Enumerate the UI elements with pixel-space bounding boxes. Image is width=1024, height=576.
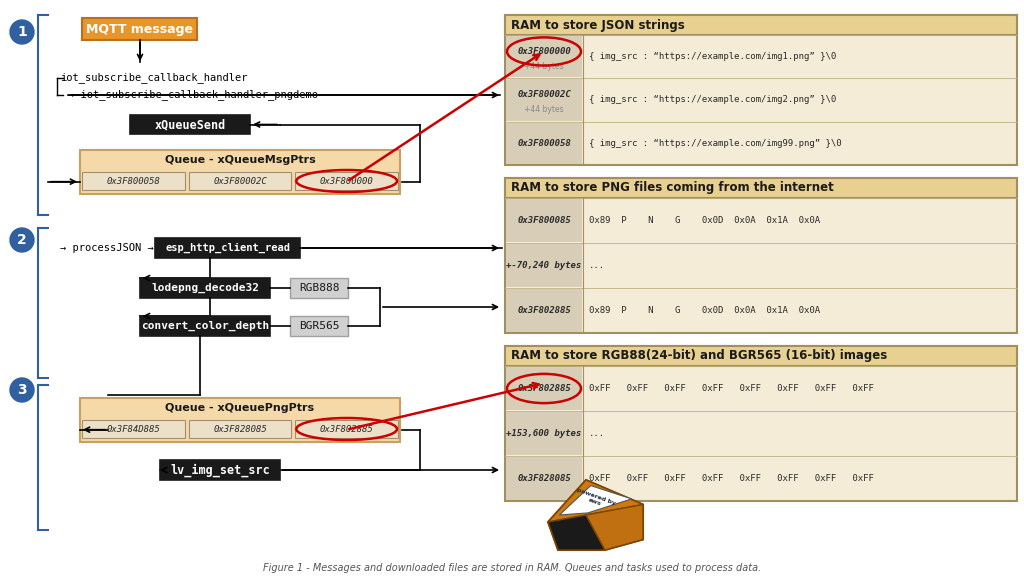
Text: Figure 1 - Messages and downloaded files are stored in RAM. Queues and tasks use: Figure 1 - Messages and downloaded files… <box>263 563 761 573</box>
Text: 0x3F802885: 0x3F802885 <box>319 425 374 434</box>
Text: iot_subscribe_callback_handler: iot_subscribe_callback_handler <box>60 73 248 84</box>
Text: { img_src : “https://example.com/img1.png” }\0: { img_src : “https://example.com/img1.pn… <box>589 52 837 61</box>
Text: 0x89  P    N    G    0x0D  0x0A  0x1A  0x0A: 0x89 P N G 0x0D 0x0A 0x1A 0x0A <box>589 216 820 225</box>
Text: → processJSON →: → processJSON → <box>60 243 154 253</box>
Text: RAM to store JSON strings: RAM to store JSON strings <box>511 18 685 32</box>
Text: 0x3F800058: 0x3F800058 <box>517 139 570 148</box>
FancyBboxPatch shape <box>82 18 197 40</box>
Text: lodepng_decode32: lodepng_decode32 <box>151 283 259 293</box>
Text: esp_http_client_read: esp_http_client_read <box>165 243 290 253</box>
FancyBboxPatch shape <box>290 316 348 336</box>
FancyBboxPatch shape <box>188 420 292 438</box>
FancyBboxPatch shape <box>506 289 582 332</box>
FancyBboxPatch shape <box>82 172 184 190</box>
Text: powered by
aws: powered by aws <box>574 487 616 511</box>
Text: convert_color_depth: convert_color_depth <box>141 321 269 331</box>
Text: RGB888: RGB888 <box>299 283 339 293</box>
Text: { img_src : “https://example.com/img2.png” }\0: { img_src : “https://example.com/img2.pn… <box>589 96 837 104</box>
Text: 0x3F802885: 0x3F802885 <box>517 384 570 393</box>
Polygon shape <box>548 480 643 522</box>
FancyBboxPatch shape <box>505 178 1017 198</box>
FancyBboxPatch shape <box>506 412 582 455</box>
FancyBboxPatch shape <box>506 79 582 120</box>
FancyBboxPatch shape <box>505 346 1017 501</box>
Text: 0x3F828085: 0x3F828085 <box>517 474 570 483</box>
Text: Queue - xQueuePngPtrs: Queue - xQueuePngPtrs <box>166 403 314 413</box>
Text: 0xFF   0xFF   0xFF   0xFF   0xFF   0xFF   0xFF   0xFF: 0xFF 0xFF 0xFF 0xFF 0xFF 0xFF 0xFF 0xFF <box>589 384 873 393</box>
Text: 0x3F80002C: 0x3F80002C <box>517 90 570 99</box>
Text: 0x3F800000: 0x3F800000 <box>319 176 374 185</box>
Text: 0x3F800000: 0x3F800000 <box>517 47 570 56</box>
Polygon shape <box>548 480 643 550</box>
FancyBboxPatch shape <box>505 178 1017 333</box>
Text: xQueueSend: xQueueSend <box>155 118 225 131</box>
FancyBboxPatch shape <box>140 278 270 298</box>
FancyBboxPatch shape <box>506 199 582 242</box>
FancyBboxPatch shape <box>140 316 270 336</box>
Polygon shape <box>548 515 605 550</box>
Text: +44 bytes: +44 bytes <box>524 105 564 114</box>
FancyBboxPatch shape <box>80 398 400 442</box>
Text: { img_src : “https://example.com/img99.png” }\0: { img_src : “https://example.com/img99.p… <box>589 139 842 148</box>
Text: 0x89  P    N    G    0x0D  0x0A  0x1A  0x0A: 0x89 P N G 0x0D 0x0A 0x1A 0x0A <box>589 306 820 315</box>
FancyBboxPatch shape <box>506 457 582 500</box>
Text: 0x3F80002C: 0x3F80002C <box>213 176 267 185</box>
Text: Queue - xQueueMsgPtrs: Queue - xQueueMsgPtrs <box>165 155 315 165</box>
Text: 0x3F800085: 0x3F800085 <box>517 216 570 225</box>
FancyBboxPatch shape <box>80 150 400 194</box>
FancyBboxPatch shape <box>506 36 582 77</box>
Text: RAM to store PNG files coming from the internet: RAM to store PNG files coming from the i… <box>511 181 834 195</box>
Text: BGR565: BGR565 <box>299 321 339 331</box>
Text: MQTT message: MQTT message <box>86 22 193 36</box>
Text: 1: 1 <box>17 25 27 39</box>
Circle shape <box>10 20 34 44</box>
Circle shape <box>10 228 34 252</box>
Text: 0x3F802885: 0x3F802885 <box>517 306 570 315</box>
FancyBboxPatch shape <box>505 346 1017 366</box>
FancyBboxPatch shape <box>155 238 300 258</box>
Text: 0xFF   0xFF   0xFF   0xFF   0xFF   0xFF   0xFF   0xFF: 0xFF 0xFF 0xFF 0xFF 0xFF 0xFF 0xFF 0xFF <box>589 474 873 483</box>
FancyBboxPatch shape <box>290 278 348 298</box>
Polygon shape <box>559 486 632 515</box>
Circle shape <box>10 378 34 402</box>
FancyBboxPatch shape <box>506 367 582 410</box>
FancyBboxPatch shape <box>295 420 398 438</box>
Text: 2: 2 <box>17 233 27 247</box>
Text: lv_img_set_src: lv_img_set_src <box>170 463 270 477</box>
Text: +44 bytes: +44 bytes <box>524 62 564 71</box>
Text: +153,600 bytes: +153,600 bytes <box>507 429 582 438</box>
FancyBboxPatch shape <box>295 172 398 190</box>
FancyBboxPatch shape <box>505 15 1017 165</box>
Text: ...: ... <box>589 429 605 438</box>
Text: 0x3F84D885: 0x3F84D885 <box>106 425 160 434</box>
FancyBboxPatch shape <box>506 244 582 287</box>
Text: +-70,240 bytes: +-70,240 bytes <box>507 261 582 270</box>
FancyBboxPatch shape <box>160 460 280 480</box>
FancyBboxPatch shape <box>506 123 582 164</box>
Text: 0x3F828085: 0x3F828085 <box>213 425 267 434</box>
FancyBboxPatch shape <box>82 420 184 438</box>
FancyBboxPatch shape <box>188 172 292 190</box>
FancyBboxPatch shape <box>505 15 1017 35</box>
Text: 0x3F800058: 0x3F800058 <box>106 176 160 185</box>
Polygon shape <box>586 505 643 550</box>
Text: ...: ... <box>589 261 605 270</box>
Text: RAM to store RGB88(24-bit) and BGR565 (16-bit) images: RAM to store RGB88(24-bit) and BGR565 (1… <box>511 350 887 362</box>
Text: → iot_subscribe_callback_handler_pngdemo: → iot_subscribe_callback_handler_pngdemo <box>68 89 318 100</box>
Text: 3: 3 <box>17 383 27 397</box>
FancyBboxPatch shape <box>130 115 250 134</box>
